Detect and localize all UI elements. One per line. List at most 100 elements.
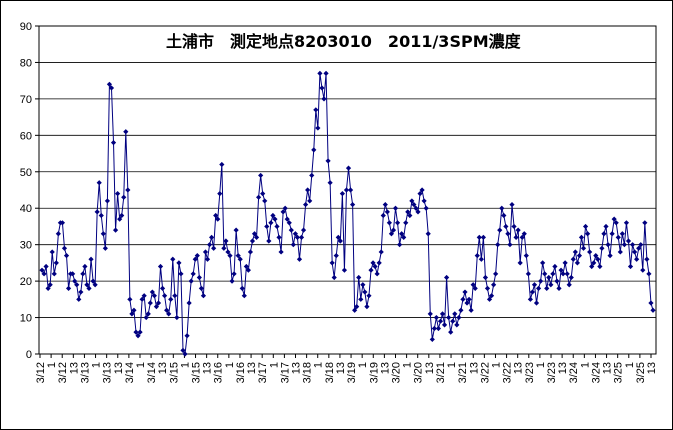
data-point	[303, 201, 309, 208]
data-point	[417, 191, 423, 197]
data-point	[298, 234, 305, 240]
data-point	[486, 296, 493, 302]
data-point	[431, 325, 437, 332]
data-point	[143, 314, 149, 321]
x-tick-label: 1	[179, 362, 191, 368]
data-point	[419, 187, 425, 193]
x-tick-label: 1	[535, 362, 547, 368]
data-point	[621, 242, 627, 248]
data-point	[582, 223, 589, 230]
data-point	[466, 296, 472, 302]
data-point	[182, 351, 188, 357]
data-point	[525, 271, 531, 277]
data-point	[51, 271, 57, 277]
data-point	[209, 234, 215, 240]
data-point	[43, 263, 49, 270]
data-point	[546, 274, 552, 281]
data-point	[117, 216, 123, 222]
data-point	[70, 271, 76, 277]
data-point	[135, 333, 141, 339]
x-tick-label: 13	[335, 362, 347, 374]
data-point	[311, 147, 317, 153]
data-point	[82, 263, 88, 270]
data-point	[599, 245, 605, 251]
y-tick-label: 90	[20, 21, 32, 33]
data-point	[59, 220, 66, 226]
data-point	[98, 212, 104, 219]
data-point	[568, 274, 574, 281]
data-point	[41, 271, 47, 277]
data-point	[421, 198, 427, 204]
data-point	[605, 242, 611, 248]
x-tick-label: 3/12	[57, 362, 69, 383]
data-point	[636, 245, 642, 251]
data-point	[493, 271, 499, 277]
data-point	[427, 311, 433, 317]
data-point	[560, 271, 566, 277]
data-point	[413, 205, 419, 211]
data-point	[401, 234, 407, 240]
data-point	[339, 191, 345, 197]
data-point	[591, 260, 597, 266]
x-tick-label: 3/12	[35, 362, 47, 383]
data-point	[164, 307, 170, 313]
data-point	[505, 231, 511, 237]
data-point	[533, 300, 540, 306]
data-point	[542, 271, 548, 277]
data-point	[241, 293, 247, 299]
data-point	[202, 249, 209, 255]
x-tick-label: 3/15	[168, 362, 180, 383]
data-point	[446, 314, 452, 321]
data-point	[49, 249, 55, 255]
data-point	[192, 256, 198, 262]
data-point	[258, 172, 264, 179]
data-point	[552, 263, 558, 270]
x-tick-label: 3/20	[390, 362, 402, 383]
data-point	[309, 172, 315, 179]
data-point	[529, 289, 536, 295]
data-point	[474, 253, 480, 259]
data-point	[595, 256, 601, 262]
data-point	[554, 278, 560, 284]
data-point	[638, 242, 644, 248]
data-point	[139, 296, 145, 302]
data-point	[640, 267, 646, 273]
data-point	[153, 304, 160, 310]
data-point	[45, 285, 51, 291]
data-point	[260, 191, 266, 197]
data-point	[204, 256, 211, 262]
data-point	[86, 285, 92, 291]
data-point	[352, 307, 358, 313]
x-tick-label: 3/23	[524, 362, 536, 383]
x-tick-label: 3/13	[102, 362, 114, 383]
data-point	[460, 296, 466, 302]
data-point	[566, 282, 572, 288]
data-point	[531, 282, 538, 288]
data-point	[266, 238, 272, 244]
data-point	[127, 296, 133, 302]
data-point	[92, 282, 98, 288]
data-point	[276, 234, 282, 240]
data-point	[411, 201, 417, 208]
x-tick-label: 13	[513, 362, 525, 374]
data-point	[137, 329, 143, 335]
data-point	[94, 209, 100, 215]
data-point	[574, 260, 580, 266]
data-point	[294, 234, 301, 240]
data-point	[170, 256, 176, 262]
data-point	[76, 296, 82, 302]
data-point	[274, 223, 280, 230]
data-point	[394, 220, 401, 226]
data-point	[223, 238, 229, 244]
data-point	[578, 234, 585, 240]
data-point	[213, 212, 219, 219]
data-point	[372, 263, 378, 270]
data-point	[225, 249, 231, 255]
data-point	[548, 282, 554, 288]
x-tick-label: 3/19	[346, 362, 358, 383]
data-point	[329, 260, 335, 266]
data-point	[129, 311, 135, 317]
data-point	[80, 271, 86, 277]
data-point	[366, 293, 372, 299]
